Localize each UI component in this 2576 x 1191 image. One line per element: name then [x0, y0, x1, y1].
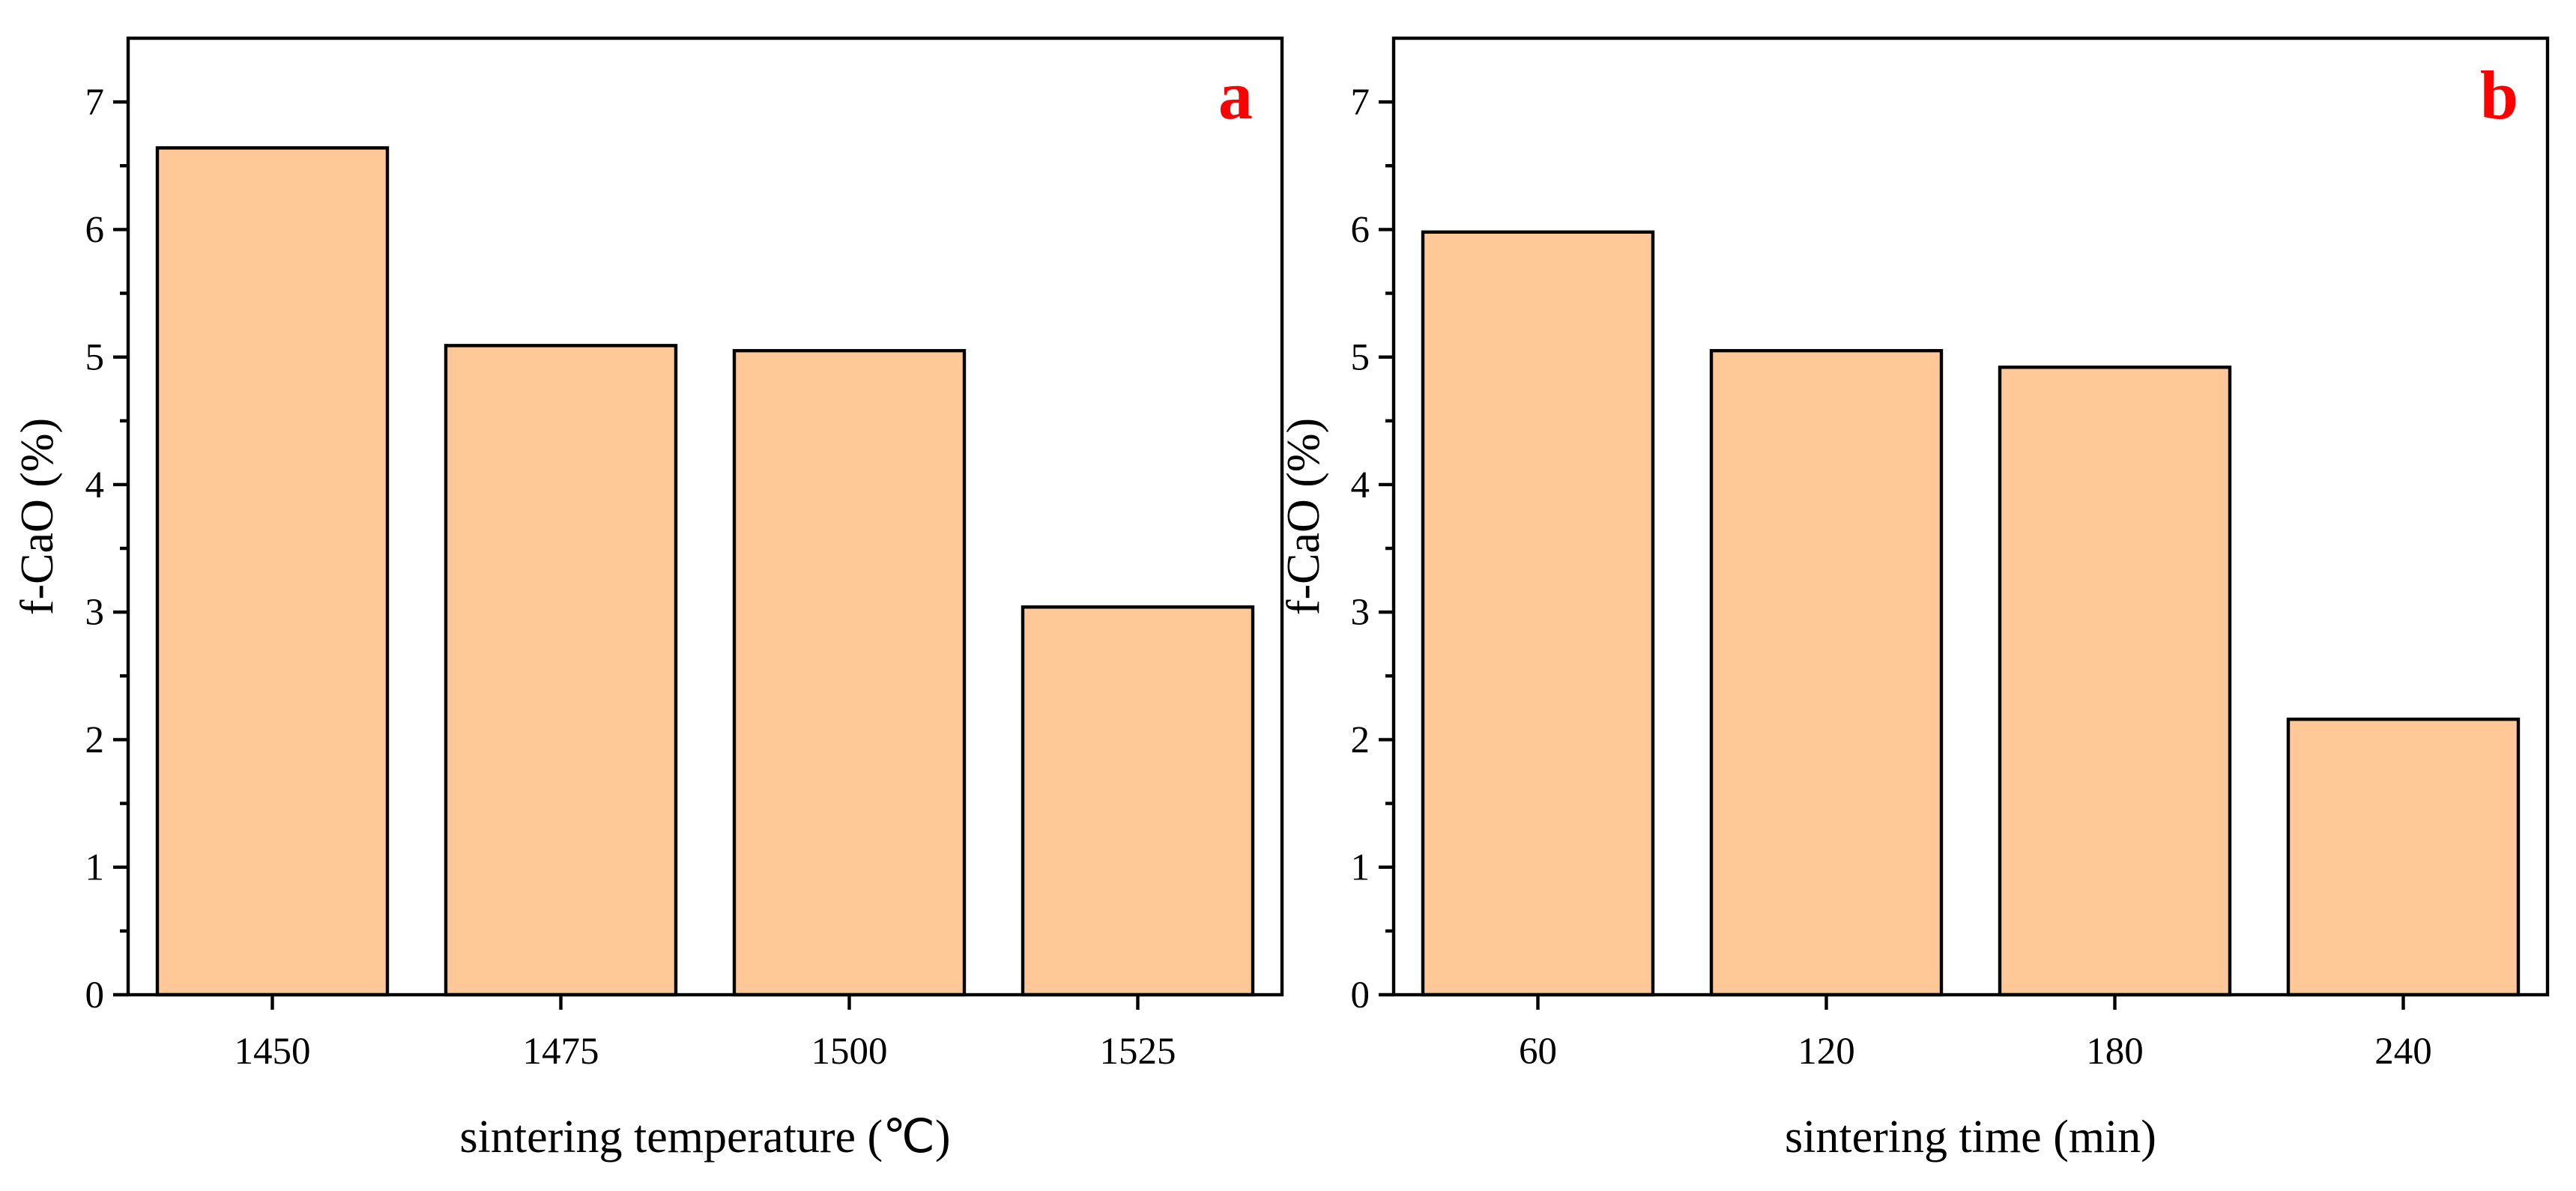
- chart-panel-a: 0 1 2 3 4 5 6 7 1450 1475 1500 1525 sintering temper…: [12, 36, 1284, 1163]
- y-tick-label: 7: [85, 82, 105, 124]
- x-tick-label: 180: [2086, 1031, 2144, 1073]
- x-tick-label: 1500: [811, 1031, 888, 1073]
- y-tick-label: 3: [1351, 592, 1370, 634]
- y-tick-label: 1: [1351, 847, 1370, 889]
- x-axis-title: sintering time (min): [1785, 1112, 2156, 1163]
- y-tick-label: 6: [1351, 209, 1370, 251]
- panel-label: a: [1218, 57, 1253, 133]
- plot-frame: [126, 36, 1284, 997]
- x-axis-title: sintering temperature (℃): [460, 1112, 951, 1163]
- x-tick-label: 120: [1798, 1031, 1855, 1073]
- x-tick-label: 1475: [523, 1031, 599, 1073]
- y-tick-label: 4: [1351, 464, 1370, 506]
- y-tick-label: 7: [1351, 82, 1370, 124]
- panel-label: b: [2480, 57, 2518, 133]
- x-tick-label: 1525: [1100, 1031, 1176, 1073]
- y-tick-label: 1: [85, 847, 105, 889]
- bar-1475: [444, 344, 678, 997]
- bar-240: [2286, 718, 2521, 997]
- chart-panel-b: 0 1 2 3 4 5 6 7 60 120 180 240 sintering time (min) f…: [1278, 36, 2550, 1163]
- y-tick-label: 6: [85, 209, 105, 251]
- bar-1450: [155, 146, 390, 997]
- bar-1500: [732, 348, 967, 997]
- bar-60: [1421, 230, 1655, 997]
- x-tick-label: 60: [1519, 1031, 1557, 1073]
- y-tick-label: 0: [1351, 975, 1370, 1016]
- plot-frame: [1391, 36, 2550, 997]
- y-tick-label: 3: [85, 592, 105, 634]
- y-tick-label: 5: [1351, 337, 1370, 379]
- y-tick-label: 4: [85, 464, 105, 506]
- y-axis-title: f-CaO (%): [12, 418, 63, 615]
- y-tick-label: 2: [1351, 719, 1370, 761]
- bar-180: [1998, 366, 2232, 997]
- y-tick-label: 2: [85, 719, 105, 761]
- x-tick-label: 1450: [235, 1031, 311, 1073]
- y-axis-title: f-CaO (%): [1278, 418, 1329, 615]
- x-tick-label: 240: [2374, 1031, 2432, 1073]
- y-tick-label: 0: [85, 975, 105, 1016]
- y-tick-label: 5: [85, 337, 105, 379]
- bar-120: [1709, 348, 1944, 997]
- bar-1525: [1021, 605, 1255, 997]
